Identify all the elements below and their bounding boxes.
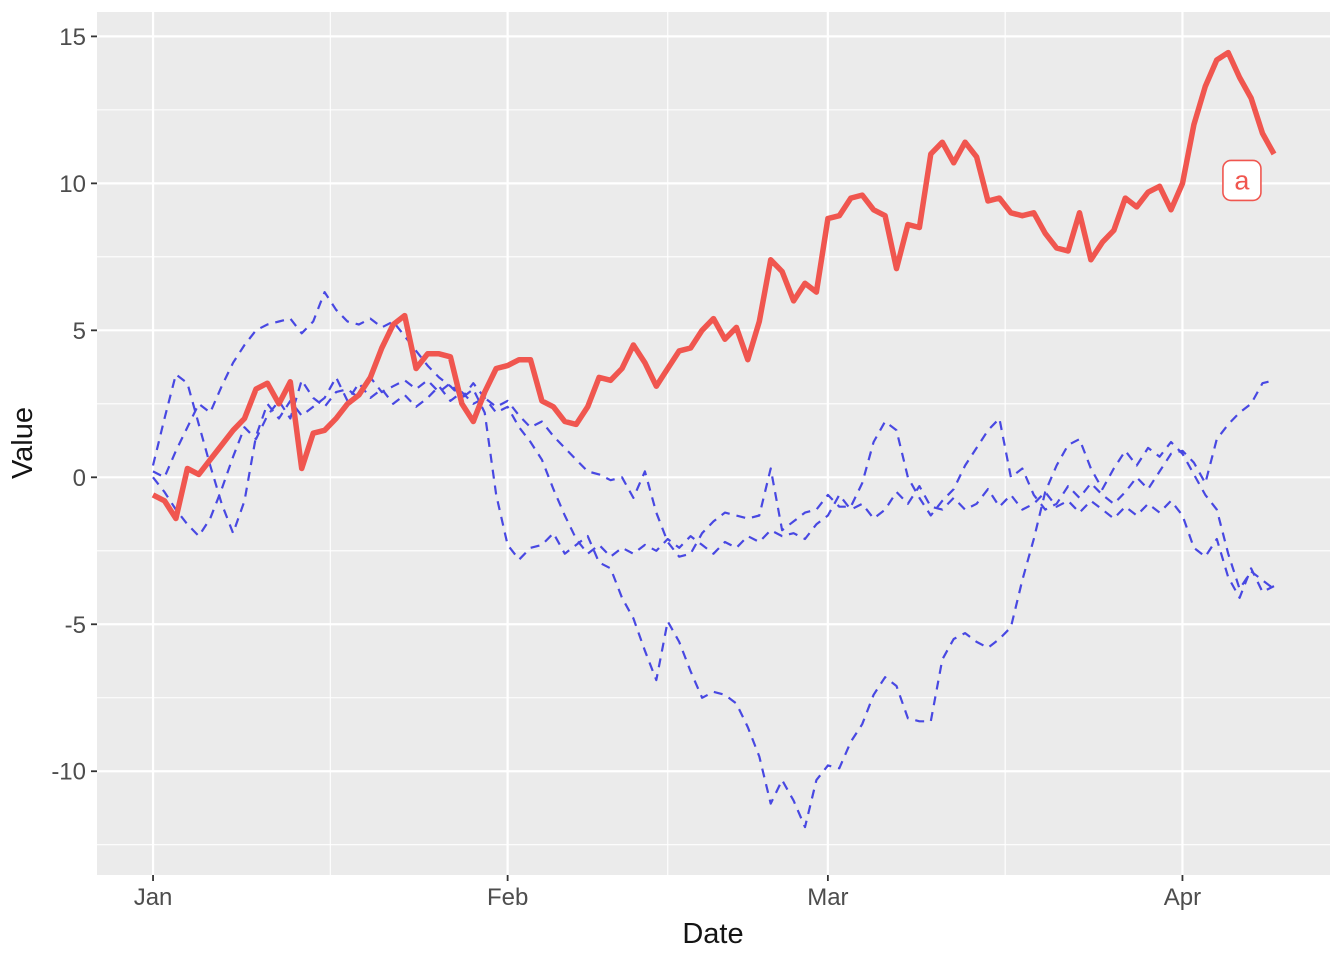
x-tick-label: Jan (134, 884, 173, 911)
y-tick-label: 10 (59, 171, 86, 198)
series-a-line (151, 49, 1277, 522)
y-tick-label: -10 (51, 759, 86, 786)
series-blue-3-line (152, 376, 1275, 829)
x-tick-label: Feb (487, 884, 528, 911)
y-tick-label: -5 (65, 612, 86, 639)
data-series (151, 49, 1277, 829)
series-blue-2-line (152, 291, 1275, 599)
series-blue-1-line (151, 373, 1275, 558)
y-tick-label: 15 (59, 24, 86, 51)
x-tick-label: Mar (807, 884, 848, 911)
y-tick-label: 5 (73, 318, 86, 345)
x-axis-title: Date (682, 918, 743, 950)
axis-ticks: Jan Feb Mar Apr -10 -5 0 5 10 15 (51, 24, 1201, 911)
y-tick-label: 0 (73, 465, 86, 492)
highlight-label-box (1222, 159, 1262, 202)
y-axis-title: Value (7, 407, 39, 479)
plot-panel (97, 12, 1330, 875)
highlight-label-text: a (1234, 165, 1250, 195)
gridlines-major (97, 12, 1330, 875)
x-tick-label: Apr (1164, 884, 1201, 911)
series-label-annotation: a (1222, 159, 1262, 202)
